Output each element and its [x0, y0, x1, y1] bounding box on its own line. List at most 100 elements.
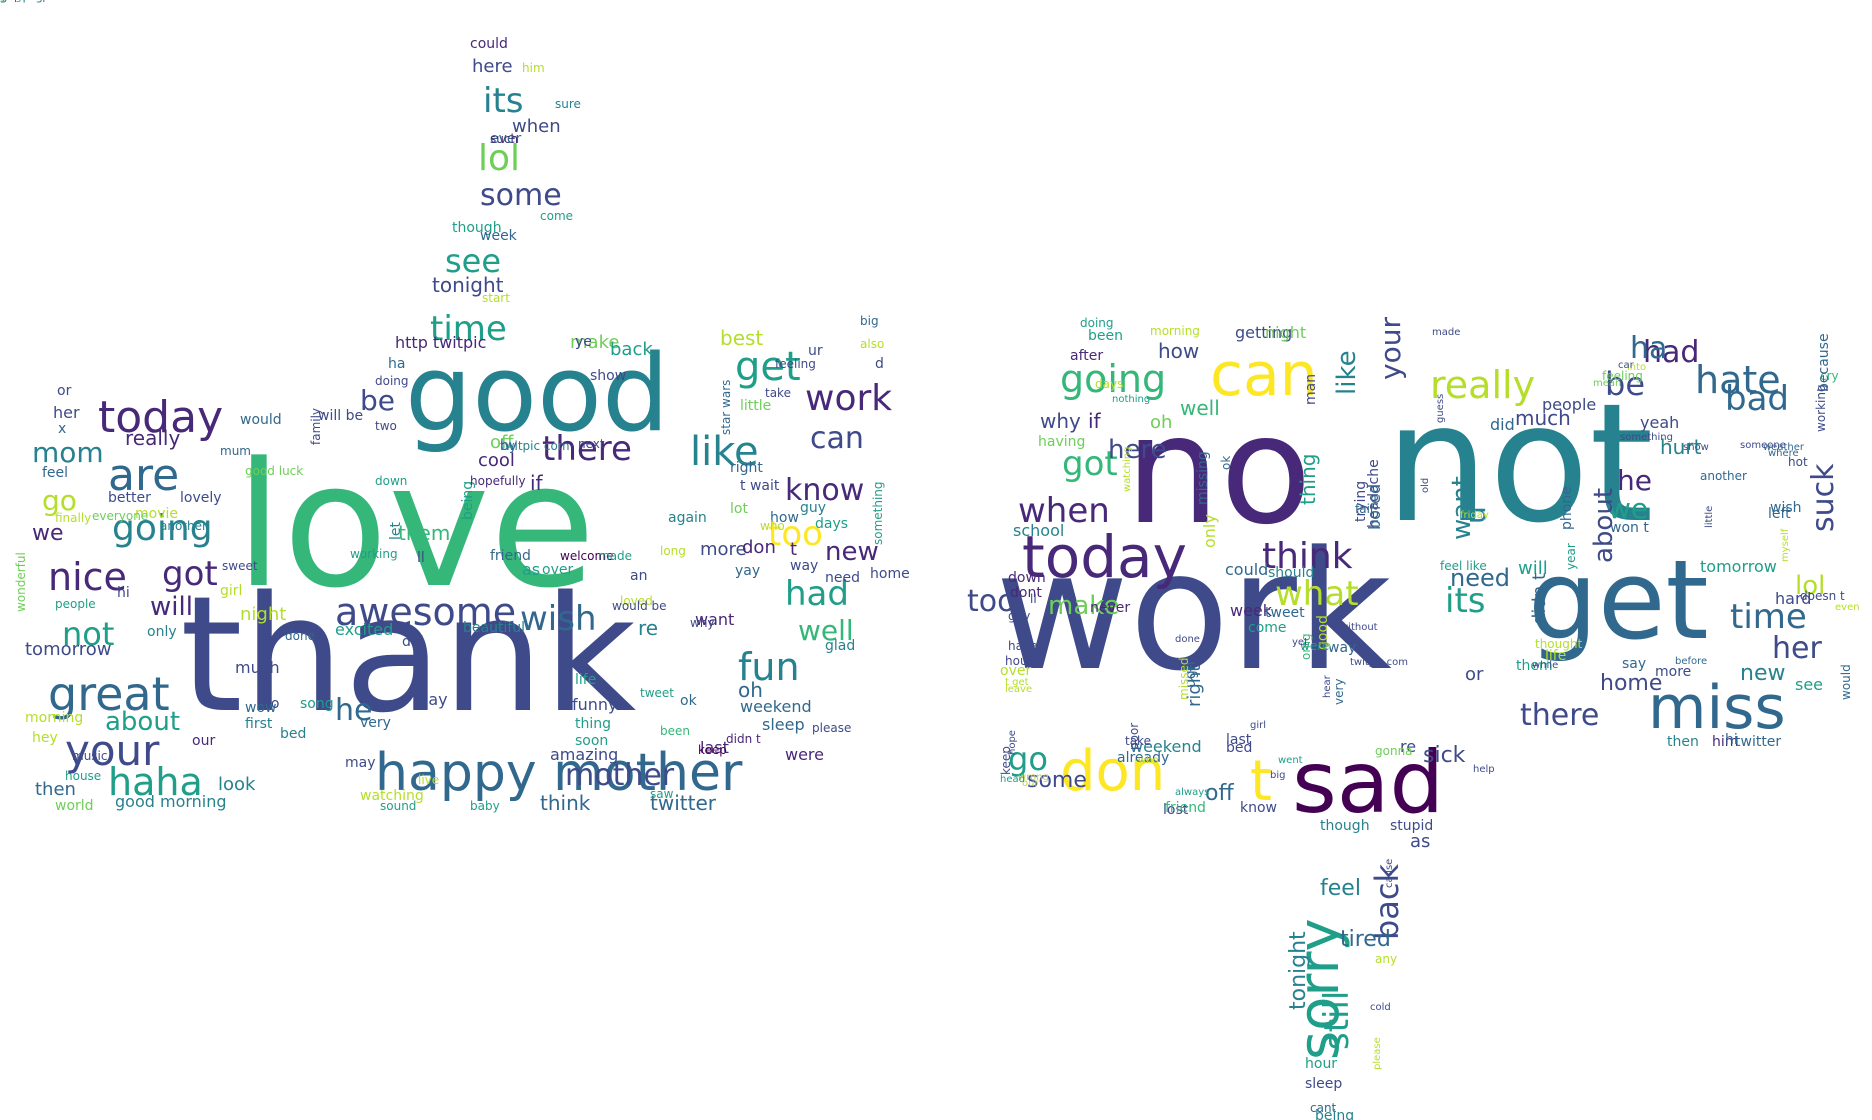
negative-word-http-twitpic: http twitpic	[0, 0, 57, 3]
negative-word-d: d	[0, 0, 9, 4]
negative-word-over: over	[1000, 663, 1031, 679]
positive-word-good-luck: good luck	[245, 464, 303, 478]
negative-word-hard: hard	[1775, 589, 1811, 608]
positive-word-start: start	[482, 291, 510, 305]
positive-word-first: first	[245, 716, 273, 732]
negative-word-sick: sick	[1423, 743, 1466, 768]
positive-word-star-wars: star wars	[719, 380, 733, 435]
negative-word-morning: morning	[1150, 324, 1200, 338]
positive-word-being: being	[460, 481, 476, 520]
positive-word-wonderful: wonderful	[14, 552, 28, 612]
positive-word-loved: loved	[620, 594, 653, 608]
negative-word-tweet: tweet	[1265, 605, 1305, 621]
positive-word-let: let	[388, 521, 404, 540]
negative-word-not: not	[1385, 368, 1654, 559]
negative-word-really: really	[1430, 363, 1535, 407]
positive-word-family: family	[309, 408, 323, 445]
negative-word-bed: bed	[1226, 740, 1252, 756]
positive-word-finally: finally	[55, 511, 91, 525]
positive-word-would-be: would be	[612, 599, 667, 613]
negative-word-omg: omg	[1299, 633, 1313, 660]
negative-word-sorry: sorry	[1287, 918, 1352, 1060]
negative-word-see: see	[1795, 675, 1823, 694]
positive-word-we: we	[32, 521, 64, 546]
positive-word-going: going	[112, 508, 213, 549]
positive-word-welcome: welcome	[560, 549, 614, 563]
positive-word-hi: hi	[117, 585, 130, 601]
negative-word-cause: cause	[1384, 859, 1395, 888]
negative-word-ve: ve	[0, 0, 12, 3]
positive-word-feeling: feeling	[775, 357, 816, 371]
positive-word-amazing: amazing	[550, 745, 618, 764]
positive-word-right: right	[730, 460, 763, 476]
negative-word-bored: bored	[1365, 484, 1384, 530]
negative-word-would: would	[1839, 664, 1853, 700]
positive-word-time: time	[430, 309, 507, 349]
negative-word-trying: trying	[1353, 481, 1369, 522]
positive-word-been: been	[660, 724, 690, 738]
positive-word-world: world	[55, 798, 94, 814]
negative-word-head: head	[1000, 774, 1025, 785]
positive-word-made: made	[598, 549, 632, 563]
positive-word-getting: getting	[0, 0, 43, 3]
positive-word-everyone: everyone	[92, 509, 148, 523]
positive-word-d: d	[875, 356, 884, 372]
positive-word-feel: feel	[42, 465, 68, 481]
negative-word-weekend: weekend	[1130, 737, 1202, 756]
positive-word-yay: yay	[735, 563, 760, 579]
positive-word-today: today	[98, 392, 223, 443]
negative-word-more: more	[1655, 664, 1691, 680]
positive-word-big: big	[860, 314, 879, 328]
positive-word-mum: mum	[220, 444, 251, 458]
negative-word-bad: bad	[1725, 379, 1789, 419]
positive-word-cool: cool	[478, 450, 515, 471]
positive-word-lol: lol	[478, 138, 520, 179]
negative-word-got: got	[1062, 444, 1118, 484]
negative-word-car: car	[1618, 360, 1635, 371]
negative-word-ha: ha	[1630, 331, 1667, 366]
negative-word-phone: phone	[1559, 486, 1575, 530]
negative-word-been: been	[1088, 328, 1123, 344]
negative-word-show: show	[1683, 442, 1709, 453]
positive-word-could: could	[470, 36, 508, 52]
negative-word-yet: yet	[1292, 637, 1308, 648]
negative-word-thought: thought	[1535, 637, 1582, 651]
negative-word-man: man	[1303, 374, 1319, 405]
negative-word-only: only	[1200, 514, 1219, 548]
positive-word-got: got	[162, 554, 218, 594]
negative-word-hot: hot	[1788, 455, 1808, 469]
negative-word-having: having	[1038, 434, 1085, 450]
negative-word-getting: getting	[1235, 323, 1292, 342]
negative-word-had: had	[1643, 335, 1699, 370]
positive-word-twitter: twitter	[650, 791, 717, 815]
positive-word-go: go	[42, 484, 77, 517]
negative-word-friday: friday	[1460, 510, 1489, 521]
positive-word-ye: ye	[575, 334, 592, 350]
negative-word-people: people	[1542, 395, 1596, 414]
positive-word-sure: sure	[555, 97, 581, 111]
positive-word-your: your	[65, 726, 160, 775]
negative-word-him: him	[1712, 734, 1738, 750]
negative-word-wrong: wrong	[1018, 772, 1049, 783]
negative-word-keep: keep	[999, 746, 1013, 775]
positive-word-music: music	[72, 749, 107, 763]
positive-word-down: down	[375, 474, 407, 488]
negative-word-its: its	[1445, 581, 1486, 621]
negative-word-into: into	[1627, 362, 1646, 373]
positive-word-lot: lot	[730, 501, 748, 517]
positive-word-him: him	[522, 61, 545, 75]
negative-word-little: little	[1704, 506, 1715, 528]
positive-word-awesome: awesome	[335, 590, 516, 634]
positive-word-take: take	[765, 386, 791, 400]
positive-word-nice: nice	[48, 555, 127, 599]
negative-word-say: say	[1622, 656, 1646, 672]
negative-word-hour: hour	[1305, 1056, 1337, 1072]
negative-word-please: please	[1372, 1037, 1383, 1070]
negative-word-can: can	[1210, 340, 1318, 410]
positive-word-will-be: will be	[318, 408, 363, 424]
negative-word-as: as	[1410, 831, 1430, 852]
negative-word-then: then	[1667, 734, 1699, 750]
negative-word-mean: mean	[1593, 378, 1621, 389]
negative-word-her: her	[1772, 631, 1822, 666]
